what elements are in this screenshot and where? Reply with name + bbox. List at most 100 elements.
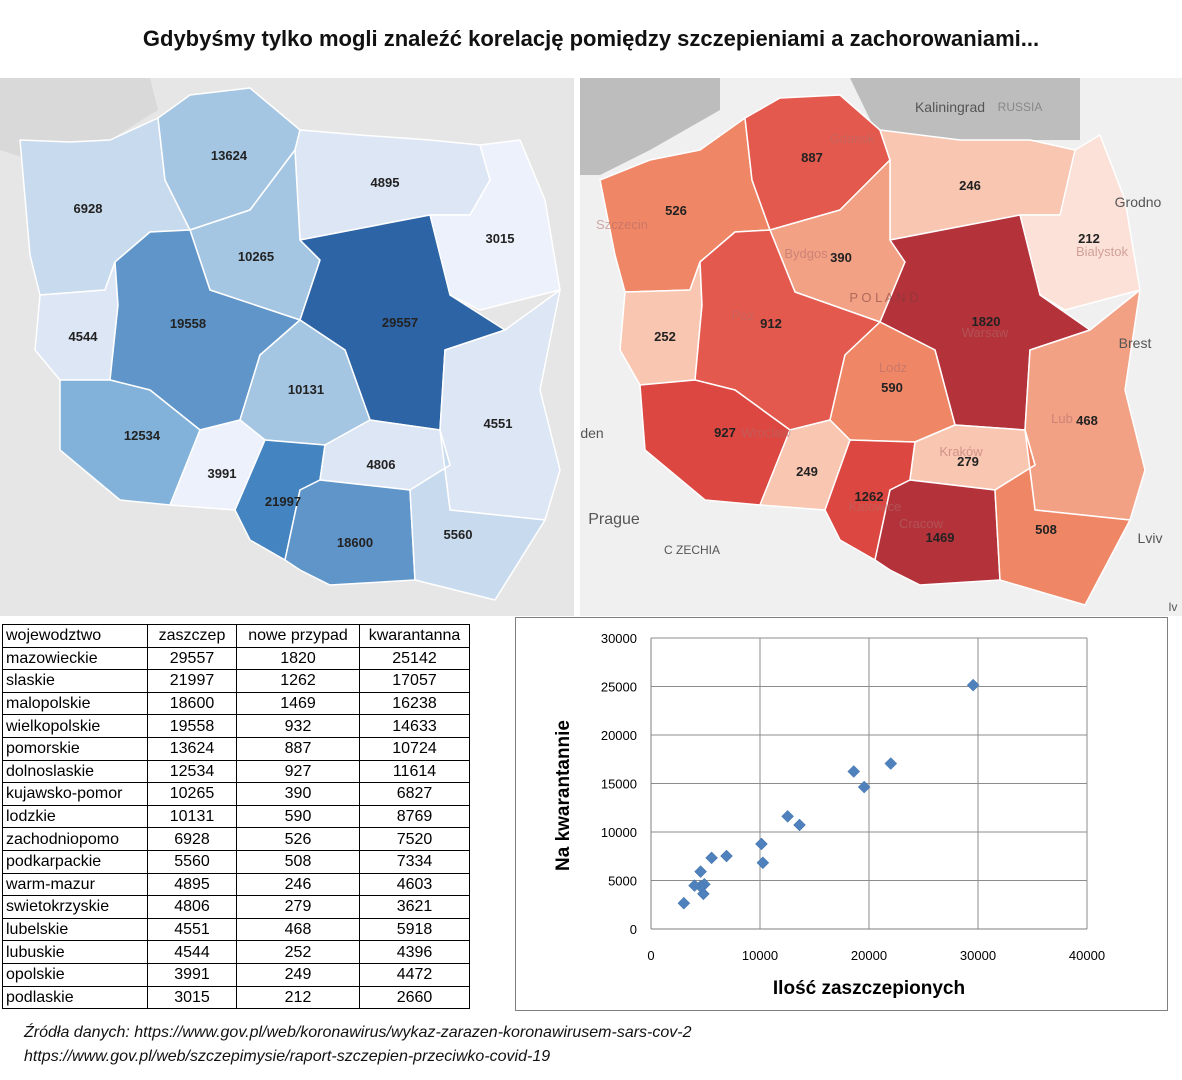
x-tick-label: 0 <box>647 948 654 963</box>
value-podlaskie: 3015 <box>486 231 515 246</box>
value-podlaskie: 212 <box>1078 231 1100 246</box>
cell-region: lubuskie <box>2 940 148 964</box>
value-wielkopolskie: 912 <box>760 316 782 331</box>
cell-value: 3621 <box>359 895 470 919</box>
cell-value: 4544 <box>147 940 237 964</box>
cell-region: lubelskie <box>2 917 148 942</box>
cell-value: 5918 <box>359 917 470 942</box>
cell-value: 3991 <box>147 962 237 987</box>
scatter-point <box>781 809 794 823</box>
table-row: wielkopolskie 19558 932 14633 <box>2 714 470 738</box>
vaccination-choropleth-map <box>0 78 574 616</box>
place-wroclaw: Wroclaw <box>741 425 791 440</box>
cell-value: 4396 <box>359 940 470 964</box>
cell-value: 21997 <box>147 669 237 693</box>
cell-value: 5560 <box>147 849 237 874</box>
cell-value: 7520 <box>359 827 470 851</box>
cell-value: 4603 <box>359 872 470 897</box>
cell-value: 2660 <box>359 985 470 1010</box>
cell-value: 390 <box>236 782 360 806</box>
column-header: zaszczep <box>147 624 237 648</box>
cell-value: 246 <box>236 872 360 897</box>
cell-value: 29557 <box>147 646 237 671</box>
table-row: pomorskie 13624 887 10724 <box>2 736 470 761</box>
baltic-sea <box>0 78 158 160</box>
scatter-point <box>884 757 898 770</box>
value-kujawsko-pomorskie: 10265 <box>238 249 274 264</box>
scatter-point <box>857 780 871 794</box>
cell-value: 927 <box>236 759 360 784</box>
table-row: lodzkie 10131 590 8769 <box>2 804 470 829</box>
place-szczecin: Szczecin <box>596 217 648 232</box>
cell-value: 249 <box>236 962 360 987</box>
cell-value: 468 <box>236 917 360 942</box>
value-pomorskie: 13624 <box>211 148 248 163</box>
scatter-point <box>756 856 770 870</box>
cell-value: 887 <box>236 736 360 761</box>
cell-value: 1469 <box>236 691 360 716</box>
cell-value: 526 <box>236 827 360 851</box>
scatter-chart-frame: 0 5000 10000 15000 20000 25000 30000 0 10000 2000… <box>515 617 1168 1011</box>
cell-value: 19558 <box>147 714 237 738</box>
y-tick-label: 5000 <box>608 874 637 889</box>
cell-value: 4551 <box>147 917 237 942</box>
column-header: wojewodztwo <box>2 624 148 648</box>
cell-value: 18600 <box>147 691 237 716</box>
table-row: mazowieckie 29557 1820 25142 <box>2 646 470 671</box>
place-lviv: Lviv <box>1138 530 1163 546</box>
scatter-point <box>677 896 691 910</box>
x-tick-label: 40000 <box>1069 948 1105 963</box>
cell-region: swietokrzyskie <box>2 895 148 919</box>
cell-region: malopolskie <box>2 691 148 716</box>
table-row: lubelskie 4551 468 5918 <box>2 917 470 942</box>
place-warsaw: Warsaw <box>962 325 1009 340</box>
table-row: podlaskie 3015 212 2660 <box>2 985 470 1010</box>
value-lodzkie: 10131 <box>288 382 324 397</box>
cell-value: 279 <box>236 895 360 919</box>
y-tick-label: 20000 <box>601 728 637 743</box>
value-opolskie: 3991 <box>208 466 237 481</box>
table-body: mazowieckie 29557 1820 25142 slaskie 21997 126… <box>2 646 470 1010</box>
scatter-point <box>755 837 768 851</box>
value-lubelskie: 4551 <box>484 416 513 431</box>
y-tick-label: 30000 <box>601 631 637 646</box>
cell-region: kujawsko-pomor <box>2 782 148 806</box>
x-tick-label: 20000 <box>851 948 887 963</box>
cell-value: 14633 <box>359 714 470 738</box>
cell-value: 4472 <box>359 962 470 987</box>
cell-value: 17057 <box>359 669 470 693</box>
cell-value: 16238 <box>359 691 470 716</box>
table-row: zachodniopomo 6928 526 7520 <box>2 827 470 851</box>
place-brest: Brest <box>1119 335 1152 351</box>
value-warminsko-mazurskie: 4895 <box>371 175 400 190</box>
value-mazowieckie: 29557 <box>382 315 418 330</box>
place-grodno: Grodno <box>1115 194 1162 210</box>
y-tick-label: 15000 <box>601 777 637 792</box>
scatter-chart: 0 5000 10000 15000 20000 25000 30000 0 10000 2000… <box>553 631 1105 999</box>
source-line-2: https://www.gov.pl/web/szczepimysie/rapo… <box>24 1048 551 1065</box>
sources-note: Źródła danych: https://www.gov.pl/web/ko… <box>24 1021 692 1069</box>
value-opolskie: 249 <box>796 464 818 479</box>
voivodeship-data-table: wojewodztwo zaszczep nowe przypad kwaran… <box>2 624 470 1010</box>
value-swietokrzyskie: 4806 <box>367 457 396 472</box>
table-row: kujawsko-pomor 10265 390 6827 <box>2 782 470 806</box>
cell-region: podlaskie <box>2 985 148 1010</box>
value-kujawsko-pomorskie: 390 <box>830 250 852 265</box>
table-row: dolnoslaskie 12534 927 11614 <box>2 759 470 784</box>
y-axis-title: Na kwarantannie <box>553 720 574 871</box>
cases-map-labels: Kaliningrad RUSSIA Grodno Brest Prague C… <box>580 99 1177 614</box>
place-cracow: Cracow <box>899 516 944 531</box>
value-lubelskie: 468 <box>1076 413 1098 428</box>
cell-value: 6827 <box>359 782 470 806</box>
cell-region: pomorskie <box>2 736 148 761</box>
cell-value: 252 <box>236 940 360 964</box>
cell-value: 10265 <box>147 782 237 806</box>
value-lodzkie: 590 <box>881 380 903 395</box>
scatter-point <box>705 851 718 865</box>
value-podkarpackie: 508 <box>1035 522 1057 537</box>
column-header: nowe przypad <box>236 624 360 648</box>
scatter-point <box>694 865 707 878</box>
scatter-point <box>720 849 733 863</box>
place-gdansk: Gdansk <box>830 131 875 146</box>
page-title: Gdybyśmy tylko mogli znaleźć korelację p… <box>142 26 1040 51</box>
